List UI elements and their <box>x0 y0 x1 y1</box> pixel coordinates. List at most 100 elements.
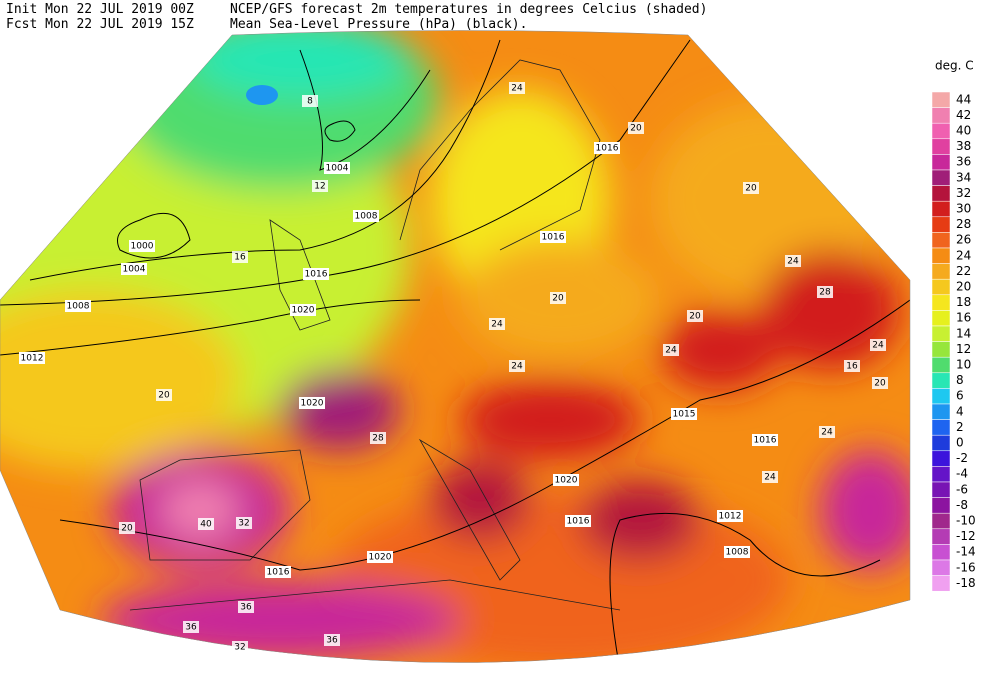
map-frame <box>0 30 911 663</box>
legend-label: 28 <box>956 217 971 231</box>
temperature-label: 12 <box>314 182 325 192</box>
temperature-label-box <box>370 432 386 444</box>
isobar-label-box <box>303 268 329 280</box>
temperature-label-box <box>509 360 525 372</box>
legend-label: 44 <box>956 92 971 106</box>
legend-swatch <box>931 200 951 218</box>
isobar-label-box <box>565 515 591 527</box>
temperature-label: 20 <box>158 391 170 401</box>
temperature-label: 24 <box>821 428 833 438</box>
legend-label: 10 <box>956 358 971 372</box>
legend-swatch <box>931 544 951 561</box>
legend-label: 16 <box>956 311 971 325</box>
legend-label: 14 <box>956 326 971 340</box>
legend-label: -8 <box>956 498 968 512</box>
legend-swatch <box>931 294 951 311</box>
temperature-label: 8 <box>307 97 313 107</box>
temperature-label-box <box>509 82 525 94</box>
legend-label: 26 <box>956 233 971 247</box>
temperature-label: 28 <box>819 288 831 298</box>
temperature-label: 20 <box>630 124 642 134</box>
forecast-time: Fcst Mon 22 JUL 2019 15Z <box>6 17 194 32</box>
temperature-label: 20 <box>121 524 133 534</box>
temperature-label-box <box>870 339 886 351</box>
legend-label: 0 <box>956 436 964 450</box>
isobar-label: 1008 <box>726 548 749 558</box>
isobar-label-box <box>265 566 291 578</box>
temperature-label-box <box>663 344 679 356</box>
temperature-label-box <box>312 180 328 192</box>
isobar-label: 1015 <box>673 410 696 420</box>
isobar-label-box <box>353 210 379 222</box>
init-time: Init Mon 22 JUL 2019 00Z <box>6 2 194 17</box>
map-subtitle: Mean Sea-Level Pressure (hPa) (black). <box>230 17 527 32</box>
legend-label: 18 <box>956 295 971 309</box>
legend-label: -4 <box>956 467 968 481</box>
legend-swatch <box>931 310 951 327</box>
isobar-label: 1016 <box>267 568 290 578</box>
legend-label: -12 <box>956 529 976 543</box>
legend-label: 8 <box>956 373 964 387</box>
isobar-label-box <box>19 352 45 364</box>
legend-label: -14 <box>956 545 976 559</box>
isobar-label: 1016 <box>754 436 777 446</box>
temperature-label: 28 <box>372 434 384 444</box>
legend-swatch <box>931 481 951 498</box>
isobar-label-box <box>290 304 316 316</box>
legend-label: 6 <box>956 389 964 403</box>
legend-swatch <box>931 372 951 389</box>
isobar-label: 1008 <box>67 302 90 312</box>
isobar-label-box <box>367 551 393 563</box>
legend-swatch <box>931 419 951 436</box>
isobar-label: 1000 <box>131 242 154 252</box>
temperature-label: 24 <box>511 362 523 372</box>
isobar-label: 1012 <box>719 512 742 522</box>
isobar-label: 1020 <box>292 306 315 316</box>
temperature-label: 20 <box>745 184 757 194</box>
legend-swatch <box>931 232 951 249</box>
isobar-label: 1020 <box>369 553 392 563</box>
temperature-label: 36 <box>185 623 197 633</box>
legend-swatch <box>931 356 951 374</box>
isobar-label: 1016 <box>542 233 565 243</box>
temperature-label-box <box>489 318 505 330</box>
map-title: NCEP/GFS forecast 2m temperatures in deg… <box>230 2 707 17</box>
legend-swatch <box>931 528 951 545</box>
temperature-label-box <box>232 641 248 653</box>
legend-label: 36 <box>956 155 971 169</box>
legend-swatch <box>931 154 951 171</box>
isobar-label-box <box>671 408 697 420</box>
legend-swatch <box>931 91 951 108</box>
temperature-label: 20 <box>874 379 886 389</box>
map-labels: 1004 1008 1000 1004 1008 1012 1020 1016 1020 1016… <box>19 82 888 653</box>
legend-label: 20 <box>956 280 971 294</box>
temperature-label: 24 <box>491 320 503 330</box>
legend-label: -2 <box>956 451 968 465</box>
legend-label: -16 <box>956 560 976 574</box>
legend-swatch <box>931 325 951 342</box>
temperature-label-box <box>817 286 833 298</box>
temperature-label-box <box>762 471 778 483</box>
isobar-label: 1020 <box>301 399 324 409</box>
isobar-label-box <box>540 231 566 243</box>
temperature-label-box <box>687 310 703 322</box>
temperature-label: 20 <box>689 312 701 322</box>
temperature-label-box <box>302 95 318 107</box>
legend-swatch <box>931 575 951 592</box>
legend-label: -6 <box>956 482 968 496</box>
isobar-label-box <box>121 263 147 275</box>
temperature-label-box <box>844 360 860 372</box>
legend-swatch <box>931 122 951 140</box>
legend-swatch <box>931 263 951 280</box>
temperature-label-box <box>183 621 199 633</box>
legend-label: 32 <box>956 186 971 200</box>
temperature-label-box <box>819 426 835 438</box>
legend-swatch <box>931 466 951 483</box>
isobar-label-box <box>65 300 91 312</box>
legend-swatch <box>931 216 951 233</box>
temperature-label-box <box>628 122 644 134</box>
legend-label: 38 <box>956 139 971 153</box>
legend-label: 12 <box>956 342 971 356</box>
temperature-label-box <box>550 292 566 304</box>
